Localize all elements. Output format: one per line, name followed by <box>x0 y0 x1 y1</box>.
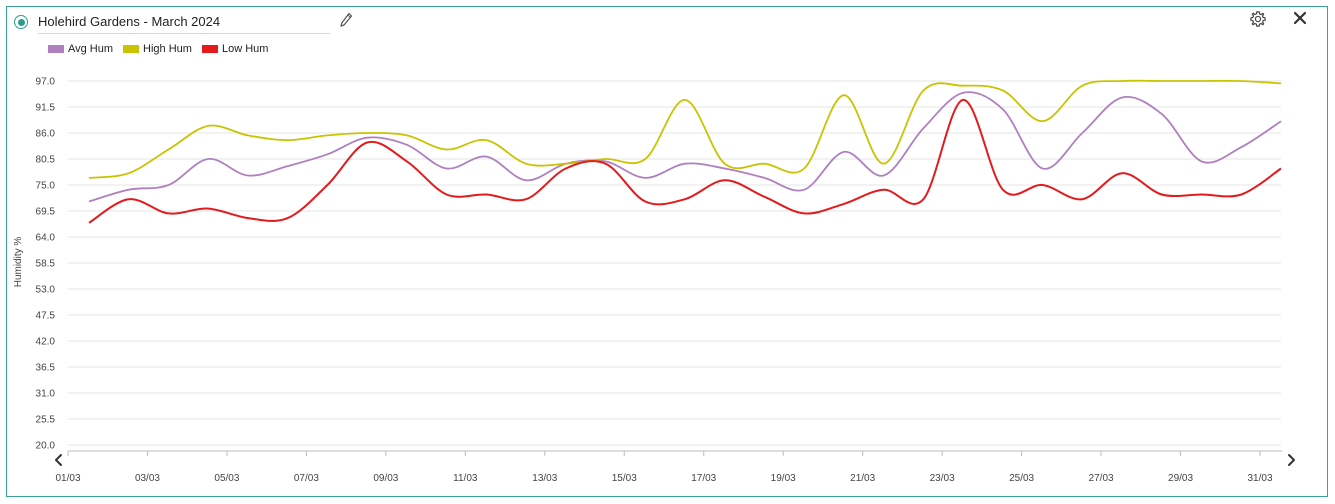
x-axis-ticks: 01/03 03/03 05/03 07/03 09/03 11/03 13/03 15/03… <box>55 451 1273 484</box>
pencil-icon[interactable] <box>339 12 353 28</box>
y-tick-label: 86.0 <box>36 129 56 140</box>
x-tick-label: 21/03 <box>850 473 875 484</box>
chart-title-field[interactable]: Holehird Gardens - March 2024 <box>38 10 330 34</box>
y-tick-label: 91.5 <box>36 103 56 114</box>
legend-item-high[interactable]: High Hum <box>123 43 192 55</box>
chart-legend: Avg Hum High Hum Low Hum <box>48 43 278 55</box>
legend-label-low: Low Hum <box>221 43 269 55</box>
x-tick-label: 01/03 <box>55 473 80 484</box>
radio-selected-icon[interactable] <box>14 15 28 29</box>
x-tick-label: 07/03 <box>294 473 319 484</box>
y-tick-label: 58.5 <box>36 259 56 270</box>
x-tick-label: 03/03 <box>135 473 160 484</box>
y-tick-label: 75.0 <box>36 181 56 192</box>
series-line-high-hum <box>88 79 1282 179</box>
legend-item-avg[interactable]: Avg Hum <box>48 43 113 55</box>
x-tick-label: 25/03 <box>1009 473 1034 484</box>
title-row: Holehird Gardens - March 2024 <box>14 10 330 34</box>
x-tick-label: 23/03 <box>930 473 955 484</box>
x-tick-label: 13/03 <box>532 473 557 484</box>
legend-swatch-avg <box>48 45 64 53</box>
y-tick-label: 53.0 <box>36 285 56 296</box>
series-lines <box>88 79 1282 224</box>
y-tick-label: 36.5 <box>36 363 56 374</box>
y-tick-label: 42.0 <box>36 337 56 348</box>
chart-widget-panel <box>6 6 1328 497</box>
x-tick-label: 19/03 <box>771 473 796 484</box>
x-tick-label: 09/03 <box>373 473 398 484</box>
y-tick-label: 25.5 <box>36 415 56 426</box>
series-line-avg-hum <box>88 91 1282 203</box>
y-tick-label: 64.0 <box>36 233 56 244</box>
legend-item-low[interactable]: Low Hum <box>201 43 269 55</box>
y-axis-title: Humidity % <box>13 237 24 288</box>
x-tick-label: 29/03 <box>1168 473 1193 484</box>
legend-swatch-high <box>123 45 140 53</box>
x-tick-label: 17/03 <box>691 473 716 484</box>
close-icon[interactable] <box>1292 10 1308 26</box>
y-axis-ticks: 97.0 91.5 86.0 80.5 75.0 69.5 64.0 58.5 53.0 47.5… <box>36 77 56 452</box>
x-tick-label: 15/03 <box>612 473 637 484</box>
x-tick-label: 05/03 <box>214 473 239 484</box>
series-line-low-hum <box>88 98 1282 224</box>
x-tick-label: 11/03 <box>453 473 478 484</box>
y-tick-label: 80.5 <box>36 155 56 166</box>
legend-label-avg: Avg Hum <box>68 43 114 55</box>
legend-swatch-low <box>201 45 218 53</box>
y-tick-label: 31.0 <box>36 389 56 400</box>
legend-label-high: High Hum <box>143 43 192 55</box>
radio-dot <box>17 18 25 26</box>
y-tick-label: 69.5 <box>36 207 56 218</box>
x-tick-label: 27/03 <box>1089 473 1114 484</box>
y-tick-label: 47.5 <box>36 311 56 322</box>
chevron-right-icon[interactable] <box>1288 454 1295 466</box>
gear-icon[interactable] <box>1249 10 1267 28</box>
x-tick-label: 31/03 <box>1247 473 1272 484</box>
y-tick-label: 20.0 <box>36 441 56 452</box>
chevron-left-icon[interactable] <box>55 454 62 466</box>
y-tick-label: 97.0 <box>36 77 56 88</box>
